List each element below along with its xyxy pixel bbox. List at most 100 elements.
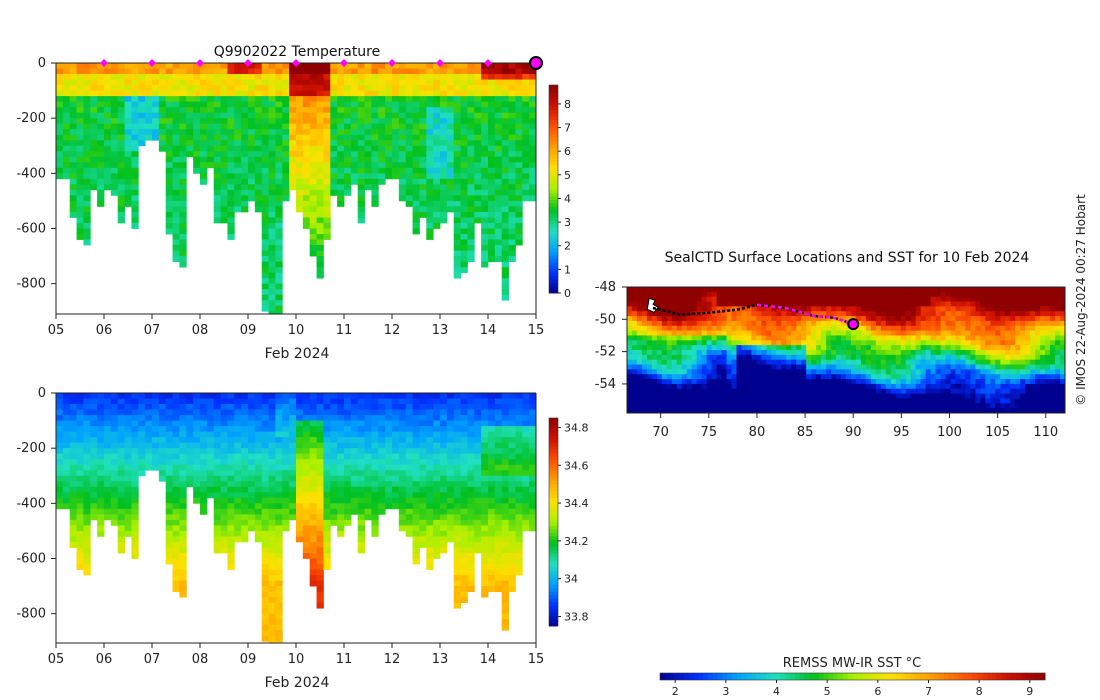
section-cell — [323, 453, 331, 460]
section-cell — [371, 404, 379, 410]
section-cell — [337, 156, 345, 163]
section-cell — [481, 173, 489, 180]
section-cell — [83, 79, 91, 86]
section-cell — [97, 497, 105, 504]
section-cell — [529, 448, 536, 455]
section-cell — [76, 536, 84, 543]
sst-cell — [696, 345, 703, 351]
sst-cell — [766, 330, 772, 336]
section-cell — [494, 167, 503, 174]
section-cell — [248, 508, 256, 515]
sst-cell — [746, 383, 752, 390]
section-cell — [309, 525, 317, 532]
section-cell — [385, 123, 393, 130]
section-cell — [309, 195, 317, 202]
section-cell — [261, 250, 269, 257]
section-cell — [440, 162, 448, 169]
sst-cell — [651, 354, 658, 361]
section-cell — [371, 145, 379, 152]
section-cell — [56, 398, 64, 405]
sst-cell — [636, 369, 643, 375]
section-cell — [241, 437, 249, 444]
sst-cell — [716, 330, 723, 336]
section-cell — [323, 90, 331, 97]
sst-cell — [751, 287, 757, 293]
y-tick-label: -400 — [16, 166, 46, 181]
section-cell — [392, 96, 400, 103]
section-cell — [364, 415, 372, 421]
section-cell — [522, 409, 530, 416]
section-cell — [213, 145, 221, 152]
section-cell — [56, 492, 64, 499]
section-cell — [481, 591, 489, 598]
section-cell — [254, 470, 263, 477]
section-cell — [90, 145, 98, 152]
section-cell — [268, 624, 276, 631]
sst-cell — [646, 359, 653, 366]
section-cell — [426, 541, 434, 548]
section-cell — [337, 497, 345, 504]
section-cell — [227, 437, 235, 444]
section-cell — [172, 586, 180, 592]
section-cell — [302, 464, 311, 471]
section-cell — [412, 151, 420, 158]
sst-cell — [711, 325, 718, 332]
section-cell — [268, 112, 276, 119]
section-cell — [357, 420, 365, 427]
section-cell — [282, 453, 290, 460]
section-cell — [433, 459, 441, 466]
section-cell — [117, 530, 125, 537]
section-cell — [104, 475, 112, 482]
section-cell — [481, 453, 489, 460]
colorbar-swatch — [549, 591, 558, 596]
section-cell — [337, 151, 345, 158]
section-cell — [241, 492, 249, 499]
section-cell — [419, 206, 427, 213]
sst-cell — [766, 325, 772, 332]
section-cell — [412, 222, 420, 229]
section-cell — [145, 453, 153, 460]
section-cell — [234, 156, 242, 163]
sst-cell — [756, 359, 762, 366]
sst-cell — [711, 408, 718, 413]
section-cell — [138, 63, 146, 69]
sst-cell — [761, 393, 767, 399]
section-cell — [446, 134, 455, 141]
section-cell — [440, 519, 448, 526]
section-cell — [426, 519, 434, 526]
sst-cell — [666, 379, 673, 385]
section-cell — [474, 123, 482, 130]
section-cell — [124, 448, 132, 455]
section-cell — [522, 63, 530, 69]
section-cell — [501, 123, 509, 130]
section-cell — [481, 184, 489, 191]
section-cell — [110, 134, 119, 141]
section-cell — [124, 475, 132, 482]
section-cell — [378, 107, 386, 114]
section-cell — [412, 530, 420, 537]
colorbar-swatch — [549, 261, 558, 266]
section-cell — [158, 140, 167, 147]
section-cell — [494, 145, 503, 152]
section-cell — [316, 464, 324, 471]
section-cell — [385, 393, 393, 399]
section-cell — [117, 151, 125, 158]
section-cell — [302, 90, 311, 97]
section-cell — [433, 90, 441, 97]
sst-cell — [736, 296, 742, 303]
section-cell — [248, 420, 256, 427]
section-cell — [83, 475, 91, 482]
section-cell — [453, 85, 461, 91]
section-cell — [392, 63, 400, 69]
section-cell — [494, 442, 503, 449]
section-cell — [241, 514, 249, 521]
section-cell — [152, 101, 160, 108]
section-cell — [371, 140, 379, 147]
section-cell — [69, 151, 77, 158]
section-cell — [398, 431, 407, 438]
section-cell — [302, 442, 311, 449]
section-cell — [248, 167, 256, 174]
section-cell — [481, 486, 489, 493]
section-cell — [179, 189, 187, 196]
section-cell — [248, 145, 256, 152]
